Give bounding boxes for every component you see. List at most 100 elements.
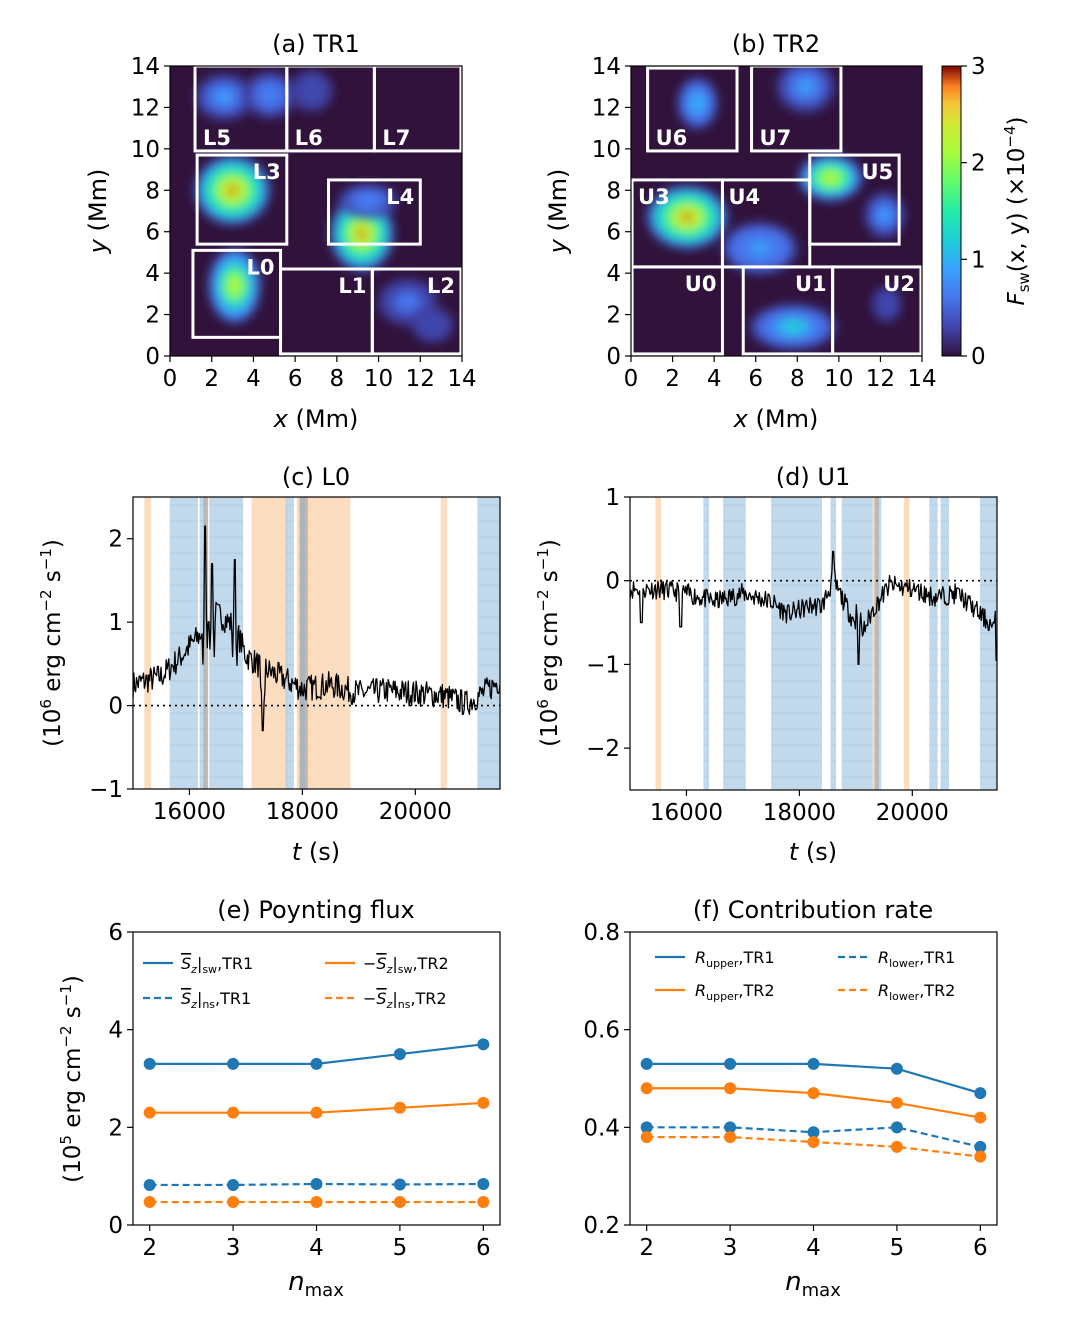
panel-b-xtick-label: 6 xyxy=(748,366,763,392)
intensity-blob xyxy=(241,70,299,120)
series-point-e3 xyxy=(393,1178,406,1191)
panel-b-ytick-label: 10 xyxy=(592,137,621,163)
legend-label-f2: Rupper,TR2 xyxy=(695,981,775,1003)
panel-f-ytick-label: 0.4 xyxy=(583,1115,620,1141)
legend-label-f1: Rupper,TR1 xyxy=(695,948,775,970)
series-point-e4 xyxy=(393,1196,406,1209)
panel-f-xtick-label: 3 xyxy=(723,1235,738,1261)
region-label-l3: L3 xyxy=(253,160,281,184)
panel-d-title: (d) U1 xyxy=(776,463,850,491)
panel-a-ytick-label: 10 xyxy=(131,137,160,163)
panel-e-legend: Sz|sw,TR1 −Sz|sw,TR2 Sz|ns,TR1 −Sz|ns,TR2 xyxy=(143,954,449,1011)
panel-a-xtick-label: 2 xyxy=(204,366,219,392)
legend-label-e1: Sz|sw,TR1 xyxy=(181,954,253,976)
region-label-u4: U4 xyxy=(728,185,760,209)
blue-interval xyxy=(285,497,294,789)
series-point-e1 xyxy=(310,1057,323,1070)
series-point-e1 xyxy=(143,1057,156,1070)
panel-c-shaded-intervals xyxy=(144,497,500,789)
intensity-blob xyxy=(796,153,865,203)
panel-c-time-series: (c) L0 16000 18000 20000 −1 0 1 2 t (s) (106 e… xyxy=(37,463,501,866)
overlap-interval xyxy=(203,497,209,789)
colorbar-label: Fsw(x, y) (×10−4) xyxy=(1001,116,1033,305)
orange-interval xyxy=(144,497,152,789)
panel-e-ytick-label: 4 xyxy=(108,1018,123,1044)
intensity-blob xyxy=(336,182,400,220)
panel-c-ylabel: (106 erg cm−2 s−1) xyxy=(37,539,66,747)
panel-a-ytick-label: 0 xyxy=(145,344,160,370)
panel-d-shaded-intervals xyxy=(655,497,997,790)
panel-d-ytick-label: −2 xyxy=(586,736,620,762)
panel-b-xlabel: x (Mm) xyxy=(733,405,819,433)
panel-d-xtick-label: 18000 xyxy=(763,800,836,826)
intensity-blob xyxy=(774,66,837,115)
panel-f-line-chart: (f) Contribution rate 2 3 4 5 60.20.40.60.8 … xyxy=(583,896,998,1301)
series-point-f4 xyxy=(974,1150,987,1163)
panel-b-ylabel: y (Mm) xyxy=(544,169,572,255)
panel-e-ytick-label: 2 xyxy=(108,1115,123,1141)
panel-a-intensity-map xyxy=(191,69,455,344)
panel-f-ytick-label: 0.6 xyxy=(583,1018,620,1044)
series-point-f1 xyxy=(724,1057,737,1070)
legend-label-e3: Sz|ns,TR1 xyxy=(181,989,251,1011)
panel-d-frame xyxy=(629,496,998,791)
flux-time-series-line xyxy=(630,550,997,666)
series-point-f1 xyxy=(807,1057,820,1070)
panel-f-xtick-label: 4 xyxy=(806,1235,821,1261)
panel-c-xtick-label: 16000 xyxy=(153,799,226,825)
panel-b-xtick-label: 14 xyxy=(907,366,936,392)
series-point-f4 xyxy=(640,1131,653,1144)
region-box-u6 xyxy=(646,66,739,153)
panel-b-xtick-label: 2 xyxy=(665,366,680,392)
region-label-l6: L6 xyxy=(295,126,323,150)
blue-interval xyxy=(940,497,950,790)
panel-d-xlabel: t (s) xyxy=(789,838,837,866)
panel-c-ytick-label: 1 xyxy=(108,610,123,636)
panel-f-xtick-label: 2 xyxy=(639,1235,654,1261)
panel-b-ytick-label: 2 xyxy=(606,303,621,329)
panel-b-frame xyxy=(630,65,923,357)
colorbar-tick-label: 1 xyxy=(971,247,986,273)
legend-label-f4: Rlower,TR2 xyxy=(878,981,955,1003)
series-point-e1 xyxy=(477,1038,490,1051)
orange-interval xyxy=(903,497,910,790)
panel-c-ytick-label: −1 xyxy=(89,777,123,803)
series-point-e3 xyxy=(310,1177,323,1190)
intensity-blob xyxy=(746,302,840,352)
panel-d-xtick-label: 16000 xyxy=(650,800,723,826)
blue-interval xyxy=(703,497,710,790)
series-point-f4 xyxy=(724,1131,737,1144)
panel-a-ytick-label: 14 xyxy=(131,54,160,80)
panel-e-plot-area xyxy=(143,1038,490,1209)
series-point-e2 xyxy=(310,1106,323,1119)
panel-d-ytick-label: 1 xyxy=(605,485,620,511)
panel-f-axes: 2 3 4 5 6 0.2 0.4 0.6 0.8 xyxy=(583,920,987,1261)
series-point-f1 xyxy=(640,1057,653,1070)
panel-e-ytick-label: 6 xyxy=(108,920,123,946)
series-point-f4 xyxy=(807,1135,820,1148)
panel-b-xtick-label: 4 xyxy=(707,366,722,392)
panel-d-plot-area xyxy=(630,550,997,666)
panel-e-xtick-label: 5 xyxy=(393,1235,408,1261)
panel-e-xlabel: nmax xyxy=(288,1267,344,1301)
series-point-e1 xyxy=(227,1057,240,1070)
region-label-u2: U2 xyxy=(883,272,915,296)
region-box-l3 xyxy=(195,153,289,246)
panel-a-xtick-label: 8 xyxy=(330,366,345,392)
series-point-e1 xyxy=(393,1048,406,1061)
panel-b-ytick-label: 6 xyxy=(606,220,621,246)
panel-d-ylabel: (106 erg cm−2 s−1) xyxy=(534,539,563,747)
panel-e-xtick-label: 2 xyxy=(142,1235,157,1261)
legend-label-e2: −Sz|sw,TR2 xyxy=(363,954,449,976)
panel-a-xtick-label: 12 xyxy=(406,366,435,392)
intensity-blob xyxy=(191,153,274,228)
region-label-l5: L5 xyxy=(203,126,231,150)
panel-a-ytick-label: 2 xyxy=(145,303,160,329)
panel-b-xtick-label: 8 xyxy=(790,366,805,392)
blue-interval xyxy=(877,497,882,790)
panel-a-ytick-label: 4 xyxy=(145,261,160,287)
panel-e-ylabel: (105 erg cm−2 s−1) xyxy=(57,975,86,1183)
overlap-interval xyxy=(299,497,309,789)
